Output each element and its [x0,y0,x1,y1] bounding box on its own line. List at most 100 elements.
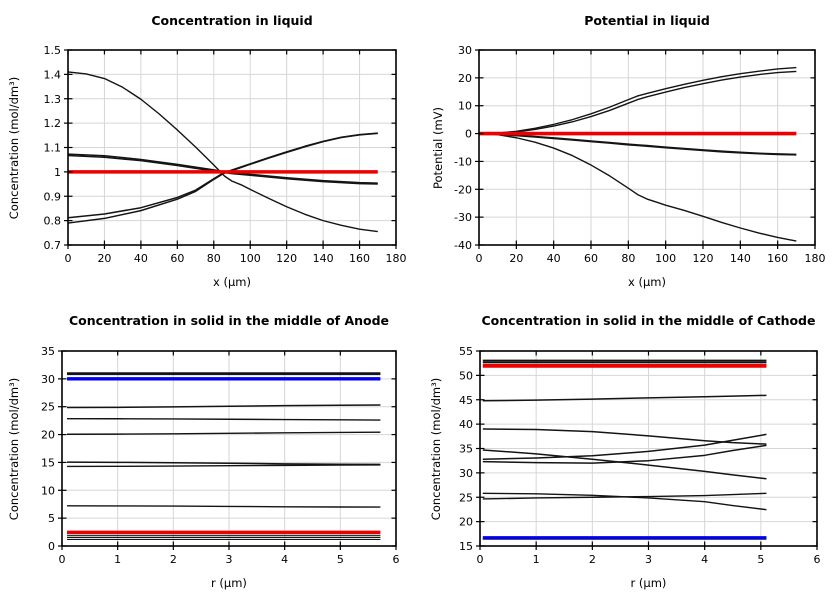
series-line-45 [482,394,767,402]
y-tick-label: 25 [41,401,55,414]
x-tick-label: 180 [805,252,826,265]
series-line-25 [67,404,381,409]
y-tick-label: 20 [458,72,472,85]
x-tick-label: 120 [276,252,297,265]
y-axis-label: Concentration (mol/dm³) [429,377,443,520]
series-increasing-pair-a [67,132,378,219]
series-rising-upper [478,66,797,135]
y-tick-label: 1.1 [44,142,62,155]
x-tick-label: 40 [134,252,148,265]
y-tick-label: 0 [48,540,55,553]
subplot-concentration-solid-cathode: 0 1 2 3 4 5 6 15 20 25 30 35 40 45 50 55 Concentration … [420,300,840,600]
y-tick-label: 0.7 [44,239,62,252]
x-tick-label: 5 [757,553,764,566]
x-tick-label: 0 [65,252,72,265]
subplot-potential-in-liquid: 0 20 40 60 80 100 120 140 160 180 -40 -30 -20 -10 0 10 2… [420,0,840,300]
x-tick-label: 6 [814,553,821,566]
chart-title: Potential in liquid [584,13,710,28]
series-line-39-to-36 [482,428,767,445]
y-tick-label: -40 [454,239,472,252]
y-tick-label: 30 [41,373,55,386]
y-tick-label: 45 [459,394,473,407]
y-tick-label: 15 [459,540,473,553]
series-slight-negative-pair-b [478,132,797,156]
x-tick-label: 180 [386,252,407,265]
x-tick-label: 100 [655,252,676,265]
x-axis-label: x (µm) [628,275,666,289]
y-tick-label: 0.8 [44,215,62,228]
x-tick-label: 0 [477,553,484,566]
plot-canvas-potential-liquid: 0 20 40 60 80 100 120 140 160 180 -40 -30 -20 -10 0 10 2… [454,44,826,265]
y-tick-label: 30 [459,467,473,480]
series-steep-profile [67,71,378,233]
x-tick-label: 140 [313,252,334,265]
y-tick-label: 40 [459,418,473,431]
x-tick-label: 5 [337,553,344,566]
y-tick-label: 35 [41,345,55,358]
series-line-35-to-29 [482,449,767,480]
y-tick-label: 1 [54,166,61,179]
y-tick-label: 55 [459,345,473,358]
x-tick-label: 40 [547,252,561,265]
x-tick-label: 160 [349,252,370,265]
x-tick-label: 160 [767,252,788,265]
series-line-15-lower [67,464,381,468]
x-tick-label: 60 [170,252,184,265]
x-tick-label: 4 [701,553,708,566]
x-tick-label: 1 [533,553,540,566]
y-tick-label: -20 [454,183,472,196]
x-tick-label: 4 [281,553,288,566]
y-tick-label: -30 [454,211,472,224]
series-decreasing-pair-b [67,154,378,185]
plot-canvas-concentration-liquid: 0 20 40 60 80 100 120 140 160 180 0.7 0.8 0.9 1 1.1 1.2… [44,44,407,265]
series-line-7 [67,505,381,508]
series-rising-lower [478,70,797,135]
series-line-20 [67,431,381,435]
subplot-concentration-in-liquid: 0 20 40 60 80 100 120 140 160 180 0.7 0.8 0.9 1 1.1 1.2… [0,0,420,300]
x-tick-label: 80 [621,252,635,265]
x-axis-label: x (µm) [213,275,251,289]
subplot-concentration-solid-anode: 0 1 2 3 4 5 6 0 5 10 15 20 25 30 35 Concentration in s… [0,300,420,600]
y-tick-label: 20 [459,516,473,529]
chart-title: Concentration in solid in the middle of … [68,313,390,328]
y-tick-label: 50 [459,369,473,382]
y-tick-label: -10 [454,155,472,168]
x-tick-label: 6 [393,553,400,566]
y-tick-label: 1.3 [44,93,62,106]
x-tick-label: 3 [226,553,233,566]
series-increasing-pair-b [67,132,378,224]
series-line-26-to-22 [482,492,767,511]
series-line-32-to-36 [482,444,767,464]
x-tick-label: 60 [584,252,598,265]
y-tick-label: 10 [458,100,472,113]
x-tick-label: 80 [207,252,221,265]
series-steep-negative [478,132,797,242]
y-tick-label: 1.2 [44,117,62,130]
y-tick-label: 1.5 [44,44,62,57]
x-axis-label: r (µm) [211,576,247,590]
series-line-25-to-26 [482,492,767,500]
chart-title: Concentration in liquid [151,13,313,28]
axes-box [478,49,816,246]
x-tick-label: 3 [645,553,652,566]
x-tick-label: 2 [589,553,596,566]
y-tick-label: 30 [458,44,472,57]
x-tick-label: 0 [59,553,66,566]
y-tick-label: 10 [41,484,55,497]
x-axis-label: r (µm) [630,576,667,590]
x-tick-label: 140 [730,252,751,265]
plot-canvas-solid-anode: 0 1 2 3 4 5 6 0 5 10 15 20 25 30 35 [41,345,400,566]
x-tick-label: 0 [476,252,483,265]
series-line-15-upper [67,461,381,466]
y-tick-label: 25 [459,491,473,504]
x-tick-label: 20 [97,252,111,265]
x-tick-label: 1 [114,553,121,566]
y-axis-label: Concentration (mol/dm³) [7,377,21,520]
chart-title: Concentration in solid in the middle of … [481,313,816,328]
x-tick-label: 120 [693,252,714,265]
y-tick-label: 0 [465,128,472,141]
y-tick-label: 35 [459,443,473,456]
x-tick-label: 2 [170,553,177,566]
